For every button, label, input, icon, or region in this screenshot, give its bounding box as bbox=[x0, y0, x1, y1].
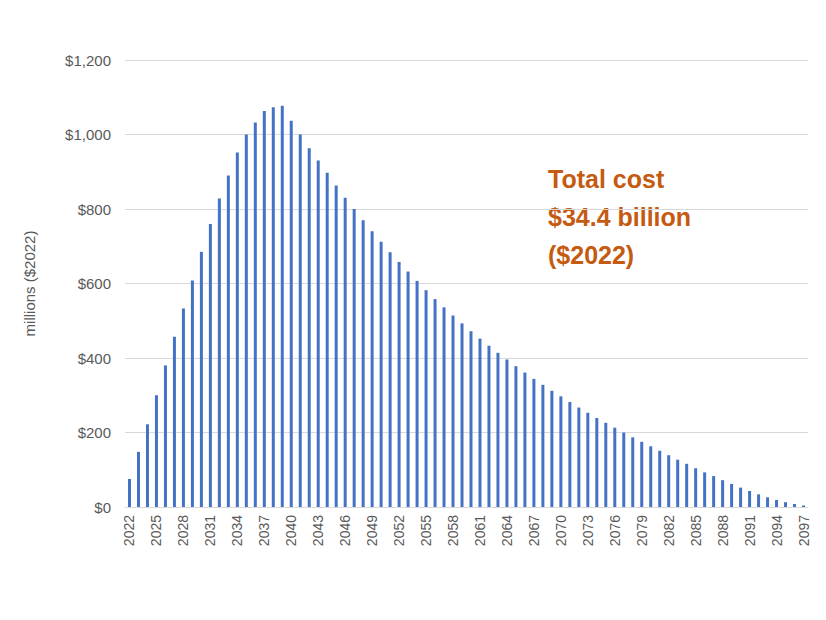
svg-text:2088: 2088 bbox=[715, 515, 731, 546]
svg-text:2034: 2034 bbox=[229, 515, 245, 546]
svg-text:2076: 2076 bbox=[607, 515, 623, 546]
svg-text:2091: 2091 bbox=[742, 515, 758, 546]
svg-text:$0: $0 bbox=[94, 499, 111, 516]
svg-text:Total cost: Total cost bbox=[548, 165, 665, 193]
svg-text:2028: 2028 bbox=[175, 515, 191, 546]
svg-text:$1,200: $1,200 bbox=[65, 52, 111, 69]
svg-text:millions ($2022): millions ($2022) bbox=[21, 231, 38, 337]
svg-text:2025: 2025 bbox=[148, 515, 164, 546]
svg-text:2085: 2085 bbox=[688, 515, 704, 546]
svg-text:$800: $800 bbox=[78, 201, 111, 218]
svg-text:$600: $600 bbox=[78, 275, 111, 292]
svg-text:2031: 2031 bbox=[202, 515, 218, 546]
svg-text:($2022): ($2022) bbox=[548, 241, 634, 269]
svg-text:2094: 2094 bbox=[769, 515, 785, 546]
svg-text:2082: 2082 bbox=[661, 515, 677, 546]
svg-text:2046: 2046 bbox=[337, 515, 353, 546]
svg-text:2070: 2070 bbox=[553, 515, 569, 546]
svg-text:$400: $400 bbox=[78, 350, 111, 367]
svg-text:$1,000: $1,000 bbox=[65, 126, 111, 143]
svg-text:2097: 2097 bbox=[796, 515, 812, 546]
svg-text:2058: 2058 bbox=[445, 515, 461, 546]
svg-text:$34.4 billion: $34.4 billion bbox=[548, 203, 691, 231]
svg-text:2064: 2064 bbox=[499, 515, 515, 546]
svg-text:2043: 2043 bbox=[310, 515, 326, 546]
svg-text:2049: 2049 bbox=[364, 515, 380, 546]
svg-text:2061: 2061 bbox=[472, 515, 488, 546]
svg-text:$200: $200 bbox=[78, 424, 111, 441]
svg-text:2022: 2022 bbox=[121, 515, 137, 546]
svg-text:2079: 2079 bbox=[634, 515, 650, 546]
svg-text:2055: 2055 bbox=[418, 515, 434, 546]
svg-text:2073: 2073 bbox=[580, 515, 596, 546]
svg-text:2067: 2067 bbox=[526, 515, 542, 546]
svg-text:2040: 2040 bbox=[283, 515, 299, 546]
svg-text:2037: 2037 bbox=[256, 515, 272, 546]
svg-text:2052: 2052 bbox=[391, 515, 407, 546]
